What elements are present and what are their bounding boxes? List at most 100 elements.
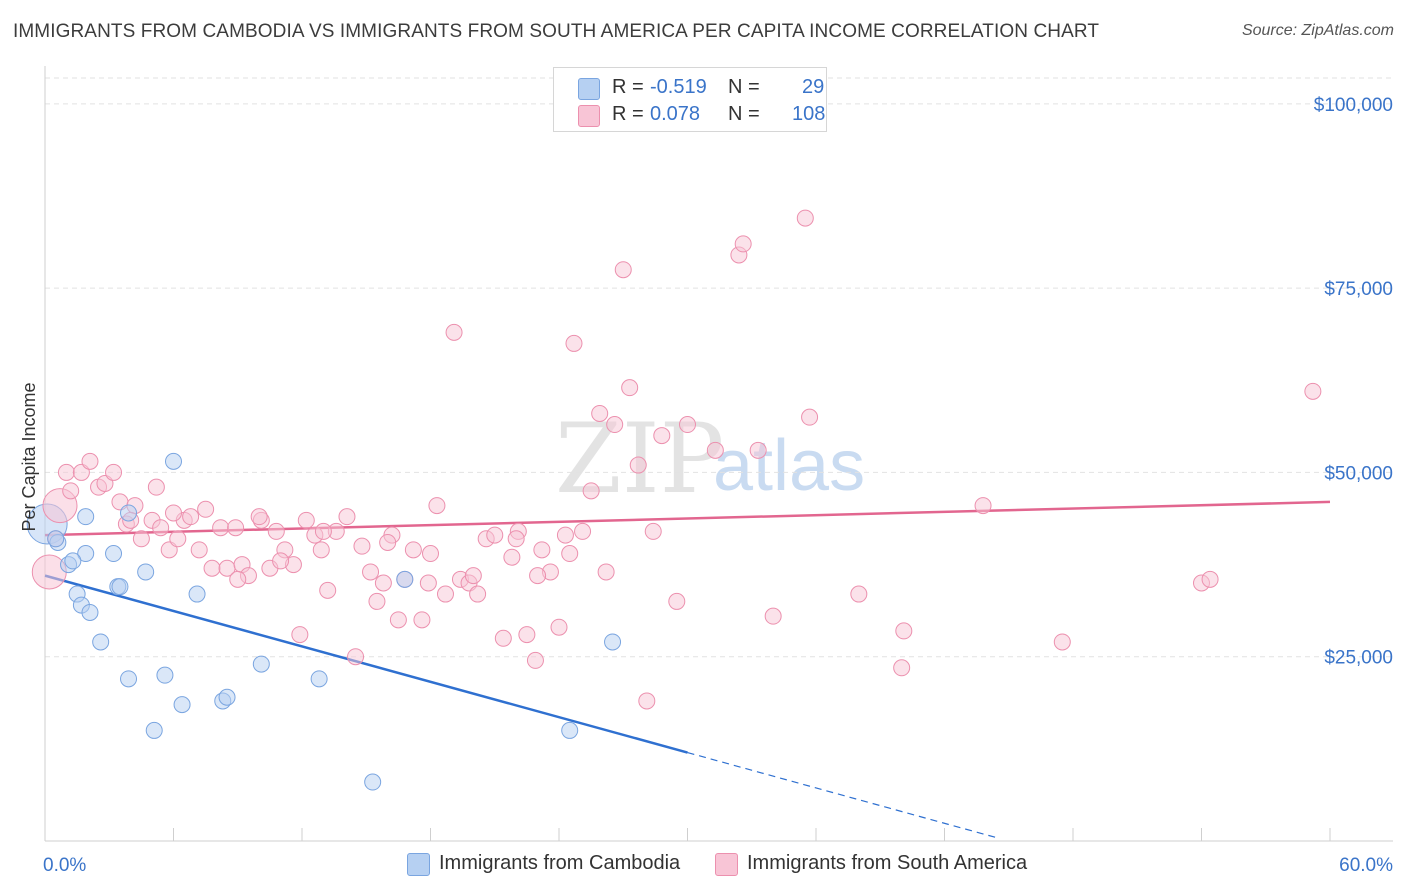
point-south-america <box>850 585 868 603</box>
legend-r-label: R = <box>612 103 644 125</box>
point-cambodia <box>561 721 579 739</box>
point-south-america <box>152 519 170 537</box>
point-south-america <box>734 235 752 253</box>
point-cambodia <box>188 585 206 603</box>
point-south-america <box>297 511 315 529</box>
point-south-america <box>197 500 215 518</box>
point-south-america <box>374 574 392 592</box>
point-cambodia <box>120 504 138 522</box>
point-south-america <box>679 416 696 434</box>
watermark: ZIP atlas <box>555 403 865 515</box>
point-south-america <box>801 408 819 426</box>
point-south-america <box>518 626 536 644</box>
point-south-america <box>494 629 512 647</box>
legend-r-value: -0.519 <box>650 76 707 98</box>
legend-r-value: 0.078 <box>650 103 701 125</box>
x-tick-label: 0.0% <box>43 855 86 876</box>
point-south-america <box>565 334 583 352</box>
point-south-america <box>621 379 639 397</box>
point-south-america <box>796 209 814 227</box>
y-axis-label: Per Capita Income <box>19 382 39 531</box>
point-south-america <box>338 508 356 526</box>
point-cambodia <box>81 603 99 621</box>
point-south-america <box>445 323 463 341</box>
point-south-america <box>422 545 439 563</box>
data-points <box>26 209 1322 791</box>
point-south-america <box>529 567 547 585</box>
point-south-america <box>582 482 600 500</box>
point-south-america <box>147 478 165 496</box>
point-south-america <box>591 404 609 422</box>
point-south-america <box>132 530 150 548</box>
correlation-legend: R = -0.519 N = 29 R = 0.078 N = 108 <box>553 67 827 132</box>
watermark-atlas: atlas <box>713 426 865 506</box>
point-south-america <box>706 441 724 459</box>
point-south-america <box>1201 570 1219 588</box>
point-cambodia <box>120 670 138 688</box>
point-cambodia <box>105 545 123 563</box>
point-south-america <box>229 570 247 588</box>
y-tick-label: $100,000 <box>1314 95 1393 116</box>
y-tick-label: $75,000 <box>1324 279 1393 300</box>
point-south-america <box>419 574 437 592</box>
point-cambodia <box>165 452 182 470</box>
legend-swatch-south-america <box>578 105 600 127</box>
point-cambodia <box>396 570 414 588</box>
point-cambodia <box>218 688 236 706</box>
point-south-america <box>250 508 268 526</box>
point-south-america <box>503 548 521 566</box>
point-south-america <box>556 526 574 544</box>
point-south-america <box>319 581 337 599</box>
source-label: Source: ZipAtlas.com <box>1241 22 1394 39</box>
legend-n-label: N = <box>728 76 760 98</box>
point-south-america <box>291 626 309 644</box>
point-cambodia <box>77 545 95 563</box>
point-south-america <box>550 618 568 636</box>
bottom-legend-label-south-america: Immigrants from South America <box>747 852 1028 874</box>
axes <box>44 66 1393 842</box>
point-south-america <box>212 519 230 537</box>
point-cambodia <box>604 633 622 651</box>
legend-n-value: 108 <box>792 103 826 125</box>
point-south-america <box>379 533 397 551</box>
point-cambodia <box>64 552 82 570</box>
point-south-america <box>404 541 422 559</box>
legend-r-label: R = <box>612 76 644 98</box>
point-south-america <box>62 482 80 500</box>
point-cambodia <box>145 721 163 739</box>
point-south-america <box>974 497 992 515</box>
point-south-america <box>57 463 75 481</box>
trendline-cambodia-extension <box>687 751 999 839</box>
point-cambodia <box>310 670 328 688</box>
x-tick-label: 60.0% <box>1339 855 1393 876</box>
chart-title: IMMIGRANTS FROM CAMBODIA VS IMMIGRANTS F… <box>13 21 1100 42</box>
point-south-america <box>597 563 615 581</box>
legend-n-value: 29 <box>802 76 825 98</box>
point-south-america <box>314 522 332 540</box>
point-cambodia <box>92 633 110 651</box>
point-south-america <box>893 659 911 677</box>
trendline-cambodia <box>44 574 688 754</box>
legend-n-label: N = <box>728 103 760 125</box>
point-south-america <box>638 692 656 710</box>
trend-lines <box>44 500 1331 839</box>
point-south-america <box>668 592 686 610</box>
point-south-america <box>389 611 407 629</box>
point-south-america <box>614 261 632 279</box>
point-south-america <box>267 522 285 540</box>
point-south-america <box>272 552 290 570</box>
point-south-america <box>428 497 446 515</box>
point-cambodia <box>364 773 382 791</box>
point-south-america <box>413 611 431 629</box>
point-south-america <box>203 559 221 577</box>
point-south-america <box>353 537 371 555</box>
point-cambodia <box>111 578 129 596</box>
y-tick-labels: $25,000 $50,000 $75,000 $100,000 <box>1314 95 1393 669</box>
legend-swatch-cambodia <box>578 78 600 100</box>
bottom-legend-swatch-cambodia <box>407 853 430 876</box>
point-south-america <box>368 592 386 610</box>
point-south-america <box>526 651 544 669</box>
point-south-america <box>764 607 782 625</box>
y-tick-label: $25,000 <box>1324 648 1393 669</box>
point-south-america <box>574 522 592 540</box>
